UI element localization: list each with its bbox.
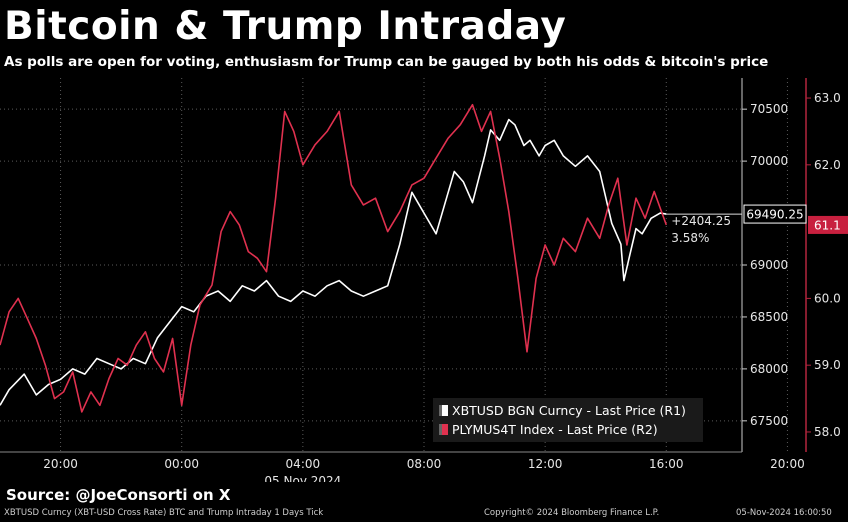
r2-tick-label: 62.0	[814, 158, 841, 172]
legend-item-btc: XBTUSD BGN Curncy - Last Price (R1)	[439, 401, 686, 419]
legend-swatch-btc	[439, 404, 448, 416]
trump-last-value: 61.1	[814, 218, 841, 232]
trump-last-value-box	[808, 215, 848, 234]
legend-label-trump: PLYMUS4T Index - Last Price (R2)	[452, 421, 658, 437]
footer-description: XBTUSD Curncy (XBT-USD Cross Rate) BTC a…	[4, 508, 324, 518]
legend-item-trump: PLYMUS4T Index - Last Price (R2)	[439, 420, 658, 438]
footer-copyright: Copyright© 2024 Bloomberg Finance L.P.	[484, 508, 660, 518]
r1-tick-label: 68000	[750, 362, 788, 376]
r2-tick-label: 60.0	[814, 291, 841, 305]
footer-timestamp: 05-Nov-2024 16:00:50	[736, 508, 832, 518]
x-tick-label: 08:00	[407, 457, 442, 471]
x-tick-label: 12:00	[528, 457, 563, 471]
btc-last-value: 69490.25	[746, 208, 803, 222]
btc-change-pct-label: 3.58%	[671, 231, 709, 245]
chart-title: Bitcoin & Trump Intraday	[4, 4, 567, 49]
x-date-label: 05 Nov 2024	[264, 474, 341, 482]
legend-swatch-trump	[439, 423, 448, 435]
r1-tick-label: 70000	[750, 154, 788, 168]
x-tick-label: 04:00	[286, 457, 321, 471]
btc-last-value-box	[743, 204, 807, 224]
source-credit: Source: @JoeConsorti on X	[6, 486, 231, 504]
r1-tick-label: 69000	[750, 258, 788, 272]
btc-change-label: +2404.25	[671, 214, 731, 228]
legend: XBTUSD BGN Curncy - Last Price (R1) PLYM…	[433, 398, 703, 442]
r1-tick-label: 68500	[750, 310, 788, 324]
series-group	[0, 103, 668, 413]
r2-tick-label: 58.0	[814, 425, 841, 439]
r1-tick-label: 67500	[750, 414, 788, 428]
legend-label-btc: XBTUSD BGN Curncy - Last Price (R1)	[452, 402, 686, 418]
r2-tick-label: 63.0	[814, 91, 841, 105]
x-tick-label: 20:00	[43, 457, 78, 471]
r2-tick-label: 59.0	[814, 358, 841, 372]
x-tick-label: 16:00	[649, 457, 684, 471]
x-tick-label: 00:00	[164, 457, 199, 471]
x-tick-label: 20:00	[770, 457, 805, 471]
chart: 20:00 00:00 04:00 08:00 12:00 16:00 20:00 05 No…	[0, 78, 848, 482]
chart-subtitle: As polls are open for voting, enthusiasm…	[4, 54, 769, 70]
r1-tick-label: 70500	[750, 102, 788, 116]
trump-odds-line	[0, 103, 668, 413]
btc-price-line	[0, 118, 667, 406]
axes: 20:00 00:00 04:00 08:00 12:00 16:00 20:00 05 No…	[0, 78, 848, 482]
